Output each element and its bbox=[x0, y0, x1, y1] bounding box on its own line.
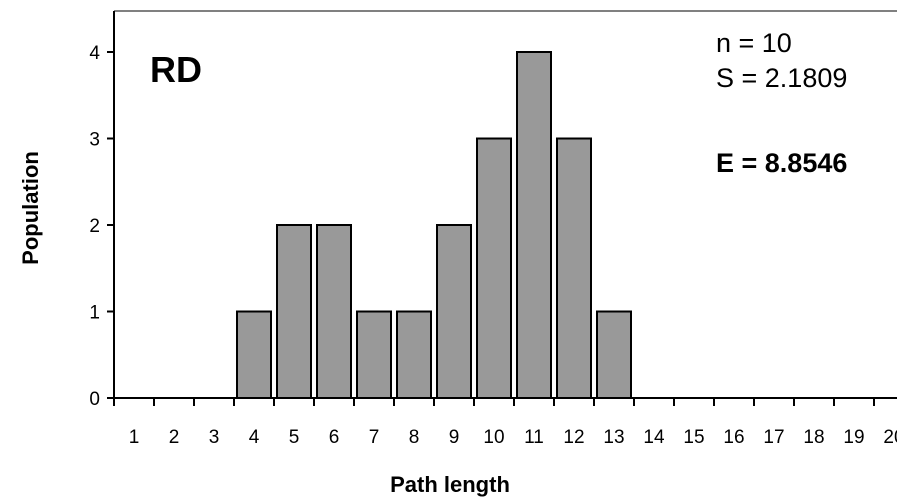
x-tick-label-4: 4 bbox=[249, 427, 260, 448]
y-axis-title: Population bbox=[18, 151, 43, 265]
annotation-n: n = 10 bbox=[716, 28, 792, 58]
bar-9 bbox=[436, 224, 472, 399]
x-tick-label-2: 2 bbox=[169, 427, 180, 448]
x-tick-label-11: 11 bbox=[524, 427, 544, 448]
y-tick-label-0: 0 bbox=[89, 389, 100, 410]
bar-7 bbox=[356, 310, 392, 399]
x-tick-label-9: 9 bbox=[449, 427, 460, 448]
x-tick-label-3: 3 bbox=[209, 427, 220, 448]
y-tick-label-3: 3 bbox=[89, 130, 100, 151]
bar-6 bbox=[316, 224, 352, 399]
bar-10 bbox=[476, 137, 512, 399]
panel-label: RD bbox=[150, 49, 202, 90]
x-tick-label-7: 7 bbox=[369, 427, 380, 448]
x-tick-label-19: 19 bbox=[843, 427, 864, 448]
x-tick-label-18: 18 bbox=[803, 427, 824, 448]
x-tick-label-16: 16 bbox=[723, 427, 744, 448]
x-tick-label-12: 12 bbox=[563, 427, 584, 448]
annotation-e: E = 8.8546 bbox=[716, 148, 847, 178]
bar-13 bbox=[596, 310, 632, 399]
x-tick-label-6: 6 bbox=[329, 427, 340, 448]
bar-4 bbox=[236, 310, 272, 399]
bar-11 bbox=[516, 51, 552, 399]
x-tick-label-1: 1 bbox=[129, 427, 140, 448]
y-tick-label-1: 1 bbox=[89, 303, 100, 324]
y-tick-label-2: 2 bbox=[89, 216, 100, 237]
x-tick-label-10: 10 bbox=[483, 427, 504, 448]
x-tick-label-5: 5 bbox=[289, 427, 300, 448]
x-tick-label-14: 14 bbox=[643, 427, 665, 448]
x-tick-label-15: 15 bbox=[683, 427, 704, 448]
x-tick-label-20: 20 bbox=[883, 427, 897, 448]
bar-5 bbox=[276, 224, 312, 399]
bar-8 bbox=[396, 310, 432, 399]
bar-12 bbox=[556, 137, 592, 399]
y-tick-label-4: 4 bbox=[89, 43, 100, 64]
x-tick-label-13: 13 bbox=[603, 427, 624, 448]
annotation-s: S = 2.1809 bbox=[716, 63, 847, 93]
x-tick-label-8: 8 bbox=[409, 427, 420, 448]
x-tick-label-17: 17 bbox=[763, 427, 784, 448]
x-axis-title: Path length bbox=[390, 472, 510, 497]
